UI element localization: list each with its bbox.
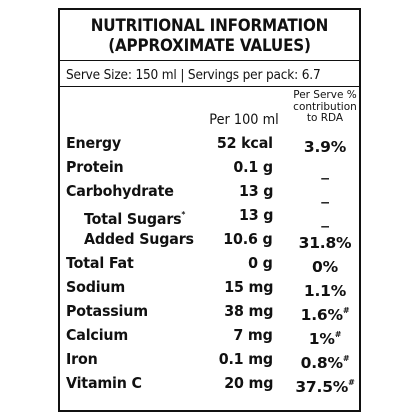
- rda-value: 3.9%: [294, 131, 356, 159]
- rda-percent: 1%: [308, 330, 335, 348]
- nutrient-name: Carbohydrate: [66, 182, 174, 200]
- panel-title: NUTRITIONAL INFORMATION: [90, 16, 329, 35]
- per-100ml-value: 15 mg: [224, 278, 273, 296]
- rda-percent: 31.8%: [298, 234, 352, 252]
- nutrient-row: Sodium 15 mg 1.1%: [60, 275, 359, 300]
- nutrient-row: Vitamin C 20 mg 37.5%#: [60, 371, 359, 396]
- nutrient-name: Vitamin C: [66, 374, 142, 392]
- nutrient-name-text: Total Sugars: [84, 210, 182, 228]
- rda-value: 1.1%: [294, 275, 356, 303]
- nutrient-row: Added Sugars 10.6 g 31.8%: [60, 227, 359, 252]
- rda-value: 1%#: [294, 323, 356, 351]
- nutrient-row: Calcium 7 mg 1%#: [60, 323, 359, 348]
- nutrient-row: Potassium 38 mg 1.6%#: [60, 299, 359, 324]
- footnote-mark: #: [342, 306, 350, 315]
- rda-percent: 3.9%: [303, 138, 347, 156]
- footnote-mark: #: [334, 330, 342, 339]
- divider: [60, 60, 359, 61]
- per-100ml-value: 38 mg: [224, 302, 273, 320]
- per-100ml-value: 13 g: [238, 206, 273, 224]
- nutrient-row: Carbohydrate 13 g _: [60, 179, 359, 204]
- nutrient-name: Energy: [66, 134, 121, 152]
- rda-percent: 1.6%: [300, 306, 343, 324]
- nutrient-row: Energy 52 kcal 3.9%: [60, 131, 359, 156]
- per-100ml-value: 0.1 mg: [218, 350, 273, 368]
- nutrient-name: Added Sugars: [84, 230, 194, 248]
- rda-value: 0.8%#: [294, 347, 356, 375]
- rda-value: 0%: [294, 251, 356, 279]
- rda-percent: _: [321, 186, 329, 204]
- divider: [60, 86, 359, 87]
- nutrient-row: Iron 0.1 mg 0.8%#: [60, 347, 359, 372]
- nutrition-panel: NUTRITIONAL INFORMATION (APPROXIMATE VAL…: [58, 8, 361, 412]
- per-100ml-value: 0.1 g: [233, 158, 273, 176]
- rda-percent: 0.8%: [300, 354, 343, 372]
- footnote-mark: #: [348, 378, 355, 387]
- rda-percent: 1.1%: [303, 282, 347, 300]
- rda-value: _: [294, 179, 356, 207]
- rda-value: 37.5%#: [294, 371, 356, 399]
- per-100ml-value: 20 mg: [224, 374, 273, 392]
- serve-info: Serve Size: 150 ml | Servings per pack: …: [66, 67, 321, 83]
- per-100ml-value: 52 kcal: [217, 134, 273, 152]
- column-header-rda: Per Serve % contribution to RDA: [293, 89, 357, 124]
- rda-percent: 0%: [312, 258, 338, 276]
- rda-value: 31.8%: [294, 227, 356, 255]
- footnote-mark: #: [342, 354, 350, 363]
- nutrient-name: Sodium: [66, 278, 126, 296]
- column-header-per-100ml: Per 100 ml: [209, 112, 279, 128]
- rda-percent: _: [321, 210, 329, 228]
- rda-percent: 37.5%: [295, 378, 349, 396]
- per-100ml-value: 13 g: [238, 182, 273, 200]
- per-100ml-value: 0 g: [248, 254, 273, 272]
- nutrient-name: Protein: [66, 158, 124, 176]
- footnote-mark: *: [181, 210, 186, 219]
- rda-value: 1.6%#: [294, 299, 356, 327]
- per-100ml-value: 7 mg: [233, 326, 273, 344]
- nutrient-row: Total Sugars* 13 g _: [60, 203, 359, 228]
- rda-value: _: [294, 203, 356, 231]
- nutrient-name: Calcium: [66, 326, 129, 344]
- nutrient-name: Iron: [66, 350, 98, 368]
- nutrient-name: Total Sugars*: [84, 203, 185, 231]
- nutrient-row: Protein 0.1 g _: [60, 155, 359, 180]
- rda-value: _: [294, 155, 356, 183]
- nutrient-name: Total Fat: [66, 254, 134, 272]
- panel-subtitle: (APPROXIMATE VALUES): [108, 36, 311, 55]
- nutrient-name: Potassium: [66, 302, 148, 320]
- per-100ml-value: 10.6 g: [223, 230, 273, 248]
- nutrient-row: Total Fat 0 g 0%: [60, 251, 359, 276]
- rda-percent: _: [321, 162, 329, 180]
